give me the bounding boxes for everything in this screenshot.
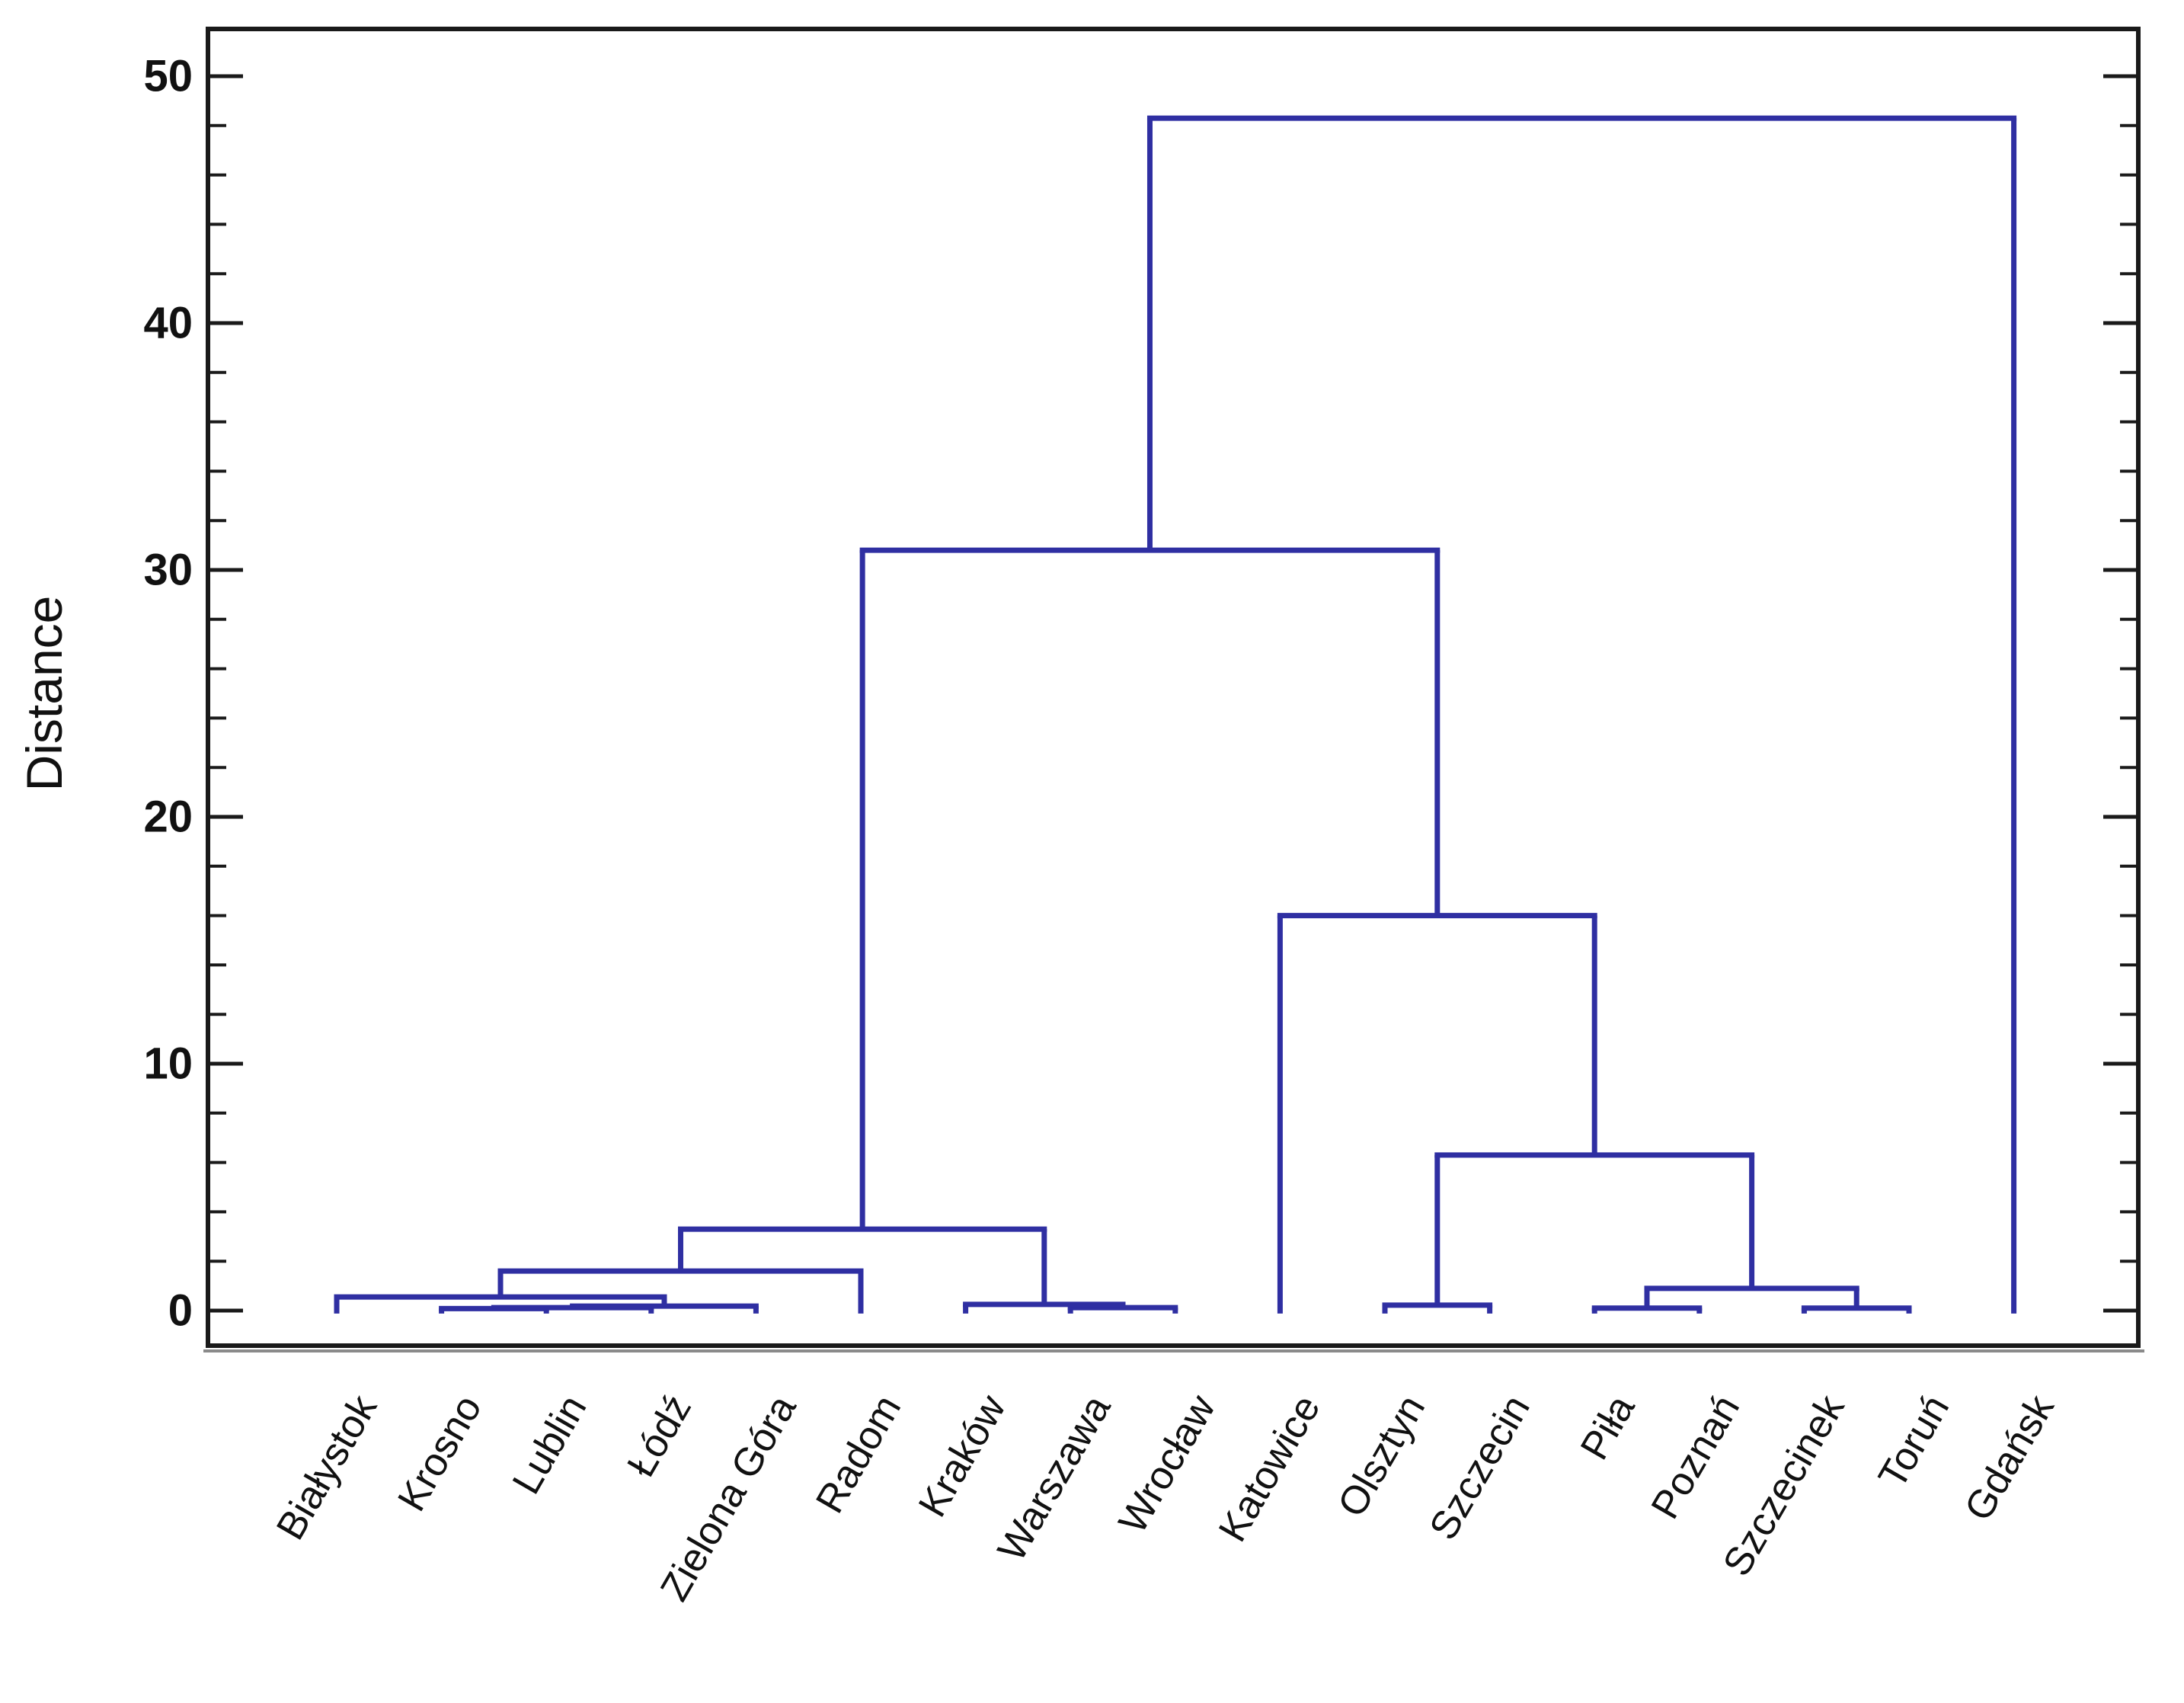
- y-axis-tick-label: 30: [143, 546, 193, 595]
- y-axis-title: Distance: [16, 596, 72, 792]
- y-axis-tick-label: 10: [143, 1039, 193, 1089]
- y-axis-tick-label: 50: [143, 52, 193, 101]
- y-axis-tick-label: 0: [168, 1286, 193, 1336]
- plot-border: [206, 27, 2141, 1348]
- y-axis-tick-label: 40: [143, 299, 193, 348]
- y-axis-tick-label: 20: [143, 792, 193, 842]
